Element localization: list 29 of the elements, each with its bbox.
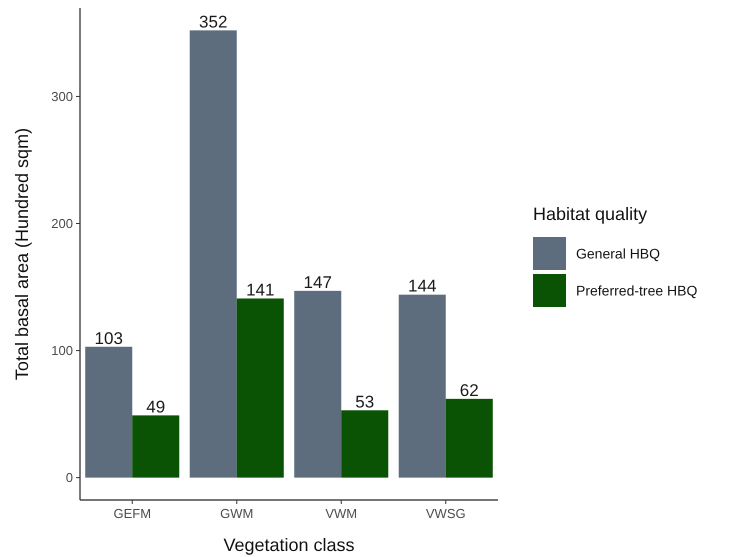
y-tick-label: 100 [51, 343, 73, 358]
data-label: 147 [304, 272, 332, 292]
legend-label: Preferred-tree HBQ [576, 282, 698, 298]
bar [190, 30, 237, 478]
x-tick-label: VWM [325, 506, 358, 521]
bar [236, 298, 284, 478]
data-label: 144 [408, 276, 436, 296]
y-tick-label: 200 [51, 216, 73, 232]
legend-title: Habitat quality [533, 204, 648, 224]
x-tick-label: VWSG [426, 506, 466, 521]
y-tick-label: 300 [51, 88, 73, 104]
bar [132, 415, 180, 478]
bar [85, 346, 132, 478]
x-axis-title: Vegetation class [223, 535, 355, 555]
bar [446, 398, 493, 478]
y-axis-title: Total basal area (Hundred sqm) [12, 128, 32, 380]
data-label: 352 [199, 12, 228, 32]
data-label: 141 [246, 280, 274, 300]
y-tick-label: 0 [66, 470, 73, 486]
data-label: 53 [355, 392, 374, 412]
data-label: 49 [146, 397, 166, 416]
bar [341, 410, 388, 478]
bar [294, 290, 342, 478]
x-tick-label: GWM [220, 506, 254, 521]
data-label: 103 [94, 328, 123, 348]
bar [398, 294, 446, 478]
data-label: 62 [460, 380, 479, 400]
legend-label: General HBQ [576, 245, 660, 262]
x-tick-label: GEFM [113, 506, 152, 521]
